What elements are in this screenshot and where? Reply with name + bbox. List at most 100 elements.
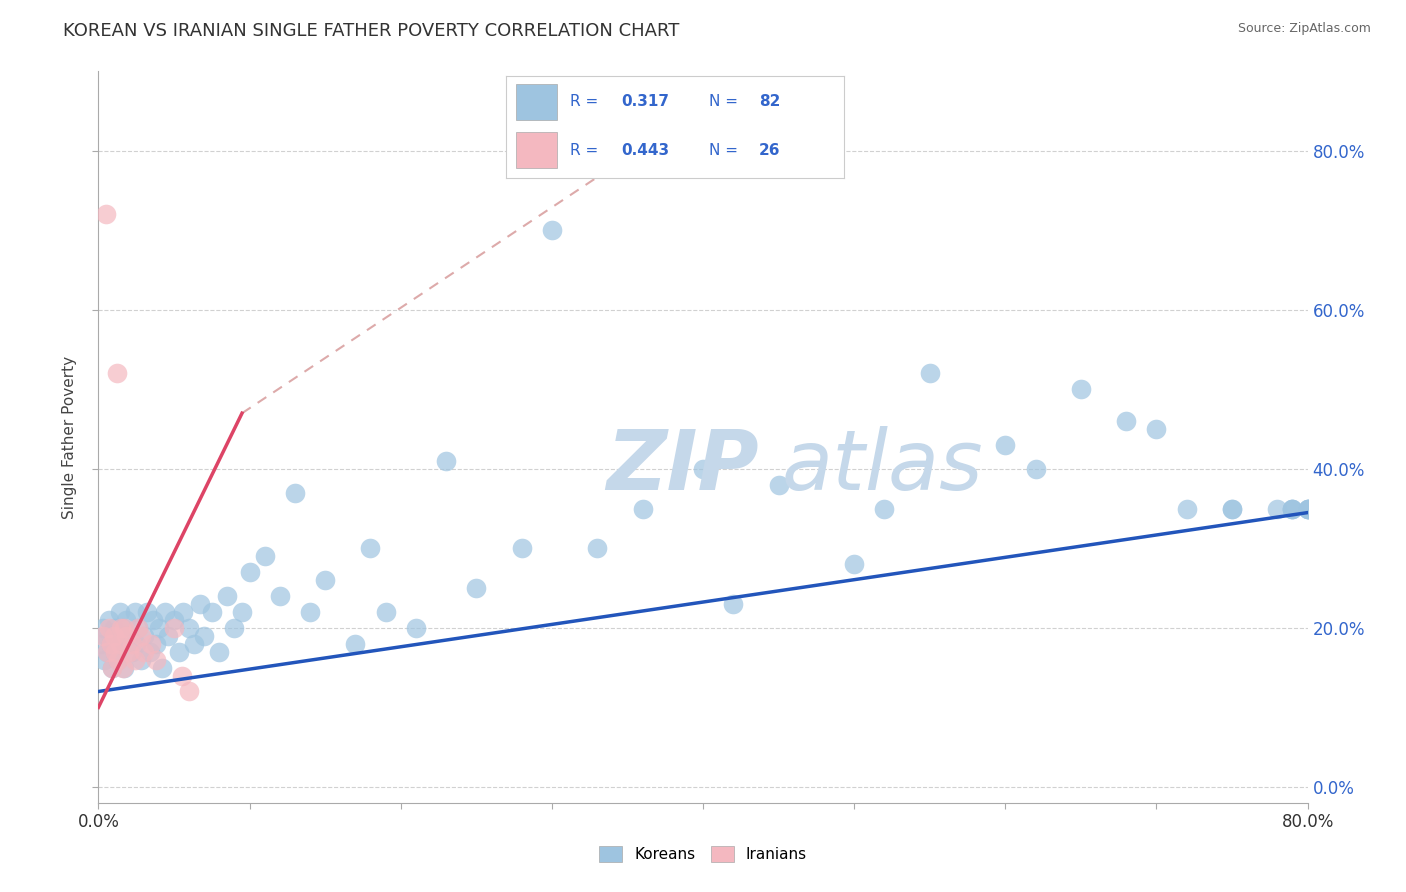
Point xyxy=(111,621,134,635)
Point xyxy=(145,653,167,667)
Point xyxy=(768,477,790,491)
Point xyxy=(107,653,129,667)
Point xyxy=(918,367,941,381)
Text: N =: N = xyxy=(709,143,742,158)
Point xyxy=(132,629,155,643)
Point xyxy=(111,660,134,674)
Point xyxy=(104,645,127,659)
Point xyxy=(405,621,427,635)
Point xyxy=(1296,501,1319,516)
Point xyxy=(510,541,533,556)
Point xyxy=(127,621,149,635)
Point xyxy=(142,613,165,627)
Point xyxy=(108,605,131,619)
Point xyxy=(100,637,122,651)
Point xyxy=(156,629,179,643)
Text: 26: 26 xyxy=(759,143,780,158)
Point xyxy=(1281,501,1303,516)
Point xyxy=(118,645,141,659)
Point xyxy=(108,637,131,651)
Point xyxy=(163,613,186,627)
Point xyxy=(141,637,163,651)
Point xyxy=(215,589,238,603)
Point xyxy=(172,605,194,619)
Point xyxy=(105,367,128,381)
Y-axis label: Single Father Poverty: Single Father Poverty xyxy=(62,356,77,518)
Point xyxy=(105,629,128,643)
Point xyxy=(1220,501,1243,516)
Point xyxy=(873,501,896,516)
Point xyxy=(179,621,201,635)
Point xyxy=(101,660,124,674)
Point xyxy=(193,629,215,643)
Point xyxy=(107,653,129,667)
Point xyxy=(253,549,276,564)
Point xyxy=(1220,501,1243,516)
Point xyxy=(465,581,488,595)
Point xyxy=(135,605,157,619)
Point xyxy=(96,645,118,659)
FancyBboxPatch shape xyxy=(516,84,557,120)
Point xyxy=(183,637,205,651)
Point xyxy=(723,597,745,611)
Point xyxy=(1024,462,1046,476)
Point xyxy=(148,621,170,635)
Text: N =: N = xyxy=(709,95,742,110)
Point xyxy=(1070,383,1092,397)
Point xyxy=(1296,501,1319,516)
Point xyxy=(167,645,190,659)
Point xyxy=(127,621,149,635)
Point xyxy=(631,501,654,516)
Point xyxy=(129,629,152,643)
Text: Source: ZipAtlas.com: Source: ZipAtlas.com xyxy=(1237,22,1371,36)
Point xyxy=(112,660,135,674)
Point xyxy=(188,597,211,611)
Point xyxy=(124,653,146,667)
FancyBboxPatch shape xyxy=(516,132,557,168)
Point xyxy=(114,613,136,627)
Point xyxy=(586,541,609,556)
Point xyxy=(1296,501,1319,516)
Point xyxy=(344,637,367,651)
Point xyxy=(540,223,562,237)
Text: KOREAN VS IRANIAN SINGLE FATHER POVERTY CORRELATION CHART: KOREAN VS IRANIAN SINGLE FATHER POVERTY … xyxy=(63,22,679,40)
Point xyxy=(208,645,231,659)
Point xyxy=(118,629,141,643)
Point xyxy=(1267,501,1289,516)
Point xyxy=(145,637,167,651)
Point xyxy=(94,629,117,643)
Point xyxy=(153,605,176,619)
Point xyxy=(150,660,173,674)
Text: R =: R = xyxy=(571,143,603,158)
Point xyxy=(239,566,262,580)
Point xyxy=(98,621,121,635)
Point xyxy=(284,485,307,500)
Point xyxy=(692,462,714,476)
Point xyxy=(1144,422,1167,436)
Point xyxy=(110,621,132,635)
Point xyxy=(434,454,457,468)
Point xyxy=(224,621,246,635)
Point xyxy=(103,621,125,635)
Point xyxy=(124,605,146,619)
Legend: Koreans, Iranians: Koreans, Iranians xyxy=(593,840,813,868)
Point xyxy=(96,645,118,659)
Text: 82: 82 xyxy=(759,95,780,110)
Text: 0.443: 0.443 xyxy=(621,143,669,158)
Text: R =: R = xyxy=(571,95,603,110)
Point xyxy=(994,438,1017,452)
Point xyxy=(299,605,322,619)
Point xyxy=(91,621,114,635)
Point xyxy=(94,207,117,221)
Point xyxy=(231,605,253,619)
Point xyxy=(129,653,152,667)
Point xyxy=(170,668,193,682)
Point xyxy=(90,637,112,651)
Point xyxy=(314,573,336,587)
Point xyxy=(100,637,122,651)
Point xyxy=(132,645,155,659)
Point xyxy=(1281,501,1303,516)
Point xyxy=(125,637,148,651)
Point xyxy=(110,637,132,651)
Point xyxy=(98,613,121,627)
